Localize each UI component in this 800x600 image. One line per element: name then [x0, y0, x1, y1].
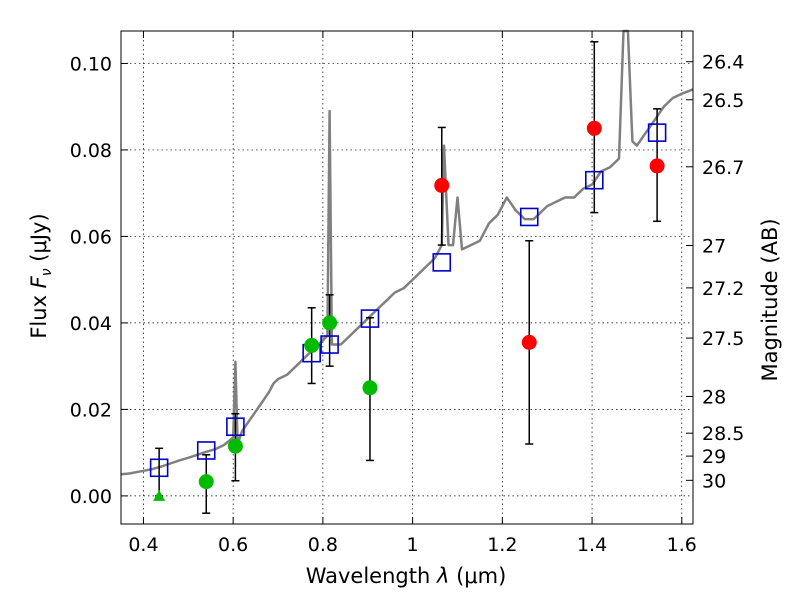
y2-tick-label: 30	[702, 470, 726, 492]
y2-tick-label: 27.2	[702, 278, 744, 300]
observed-circle-point	[198, 474, 214, 490]
y2-tick-label: 28.5	[702, 423, 744, 445]
y2-tick-label: 27	[702, 235, 726, 257]
model-square-point	[320, 335, 339, 354]
observed-circle-point	[586, 120, 602, 136]
observed-circle-point	[227, 438, 243, 454]
model-square-point	[647, 123, 667, 142]
y-tick-label: 0.02	[70, 399, 112, 421]
y2-tick-label: 29	[702, 446, 726, 468]
observed-circle-point	[521, 334, 537, 350]
tick-labels: 0.4 0.6 0.8 1 1.2 1.4 1.6 0.00 0.02 0.04 0.06 0.08 0…	[70, 52, 745, 556]
spectrum-line	[120, 29, 694, 476]
model-square-point	[196, 441, 216, 460]
observed-circle-point	[649, 158, 665, 174]
x-axis-label: Wavelength λ (μm)	[306, 564, 507, 588]
x-tick-label: 1	[407, 534, 419, 556]
model-square-point	[360, 309, 380, 328]
y-tick-label: 0.00	[70, 486, 112, 508]
y-tick-label: 0.06	[70, 226, 112, 248]
y2-tick-label: 26.4	[702, 52, 744, 74]
y-tick-label: 0.10	[70, 53, 112, 75]
observed-circle-point	[304, 337, 320, 353]
model-square-point	[149, 458, 169, 478]
observed-circle-point	[434, 177, 450, 193]
data-markers	[149, 120, 667, 501]
model-square-point	[585, 170, 604, 190]
x-tick-label: 1.4	[577, 534, 607, 556]
y2-tick-label: 26.5	[702, 90, 744, 112]
x-tick-label: 1.6	[667, 534, 697, 556]
axis-ticks	[121, 31, 693, 524]
model-square-point	[519, 207, 539, 227]
x-tick-label: 0.6	[218, 534, 248, 556]
y-axis-label: Flux Fν (μJy)	[27, 213, 55, 338]
x-tick-label: 1.2	[487, 534, 517, 556]
model-square-point	[226, 417, 245, 436]
y-tick-label: 0.04	[70, 313, 112, 335]
gridlines	[121, 31, 693, 524]
x-tick-label: 0.8	[308, 534, 338, 556]
observed-circle-point	[362, 380, 378, 396]
y2-tick-label: 28	[702, 386, 726, 408]
y2-tick-label: 26.7	[702, 157, 744, 179]
upper-limit-triangle	[153, 489, 166, 501]
observed-circle-point	[322, 315, 338, 331]
model-square-point	[432, 253, 452, 272]
y2-tick-label: 27.5	[702, 328, 744, 350]
plot-frame	[120, 30, 694, 525]
x-tick-label: 0.4	[128, 534, 158, 556]
spectrum-series	[120, 29, 694, 476]
y-tick-label: 0.08	[70, 140, 112, 162]
y2-axis-label: Magnitude (AB)	[758, 218, 782, 381]
